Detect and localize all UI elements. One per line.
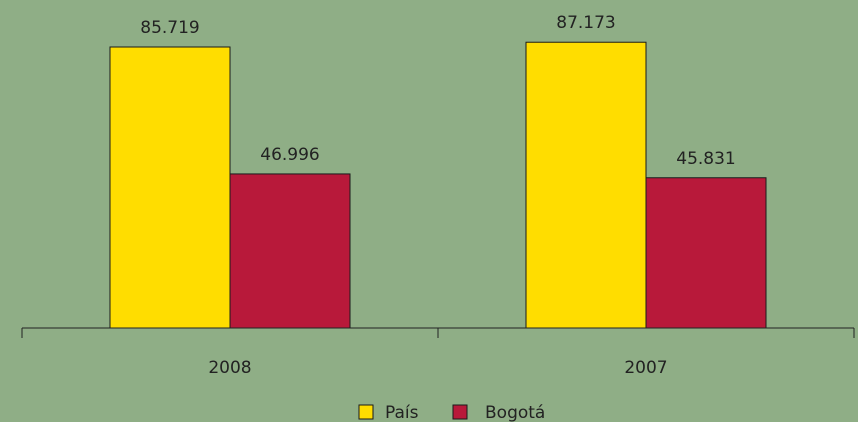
legend-label-0: País [385, 403, 419, 422]
bar-pa-s-2007 [525, 41, 647, 329]
bars-layer: 85.719 46.996 87.173 45.831 [109, 13, 767, 329]
bar-value-label: 87.173 [556, 13, 615, 33]
bar-pa-s-2008 [109, 46, 231, 329]
bar-value-label: 46.996 [260, 145, 319, 165]
legend: País Bogotá [358, 403, 545, 422]
bar-bogot--2007 [645, 177, 767, 329]
legend-swatch-0 [358, 404, 374, 420]
x-tick-label-2007: 2007 [624, 358, 667, 378]
x-tick-label-2008: 2008 [208, 358, 251, 378]
x-axis: 2008 2007 [21, 327, 855, 378]
bar-bogot--2008 [229, 173, 351, 329]
legend-swatch-1 [452, 404, 468, 420]
bar-value-label: 85.719 [140, 18, 199, 38]
bar-value-label: 45.831 [676, 149, 735, 169]
legend-label-1: Bogotá [485, 403, 545, 422]
